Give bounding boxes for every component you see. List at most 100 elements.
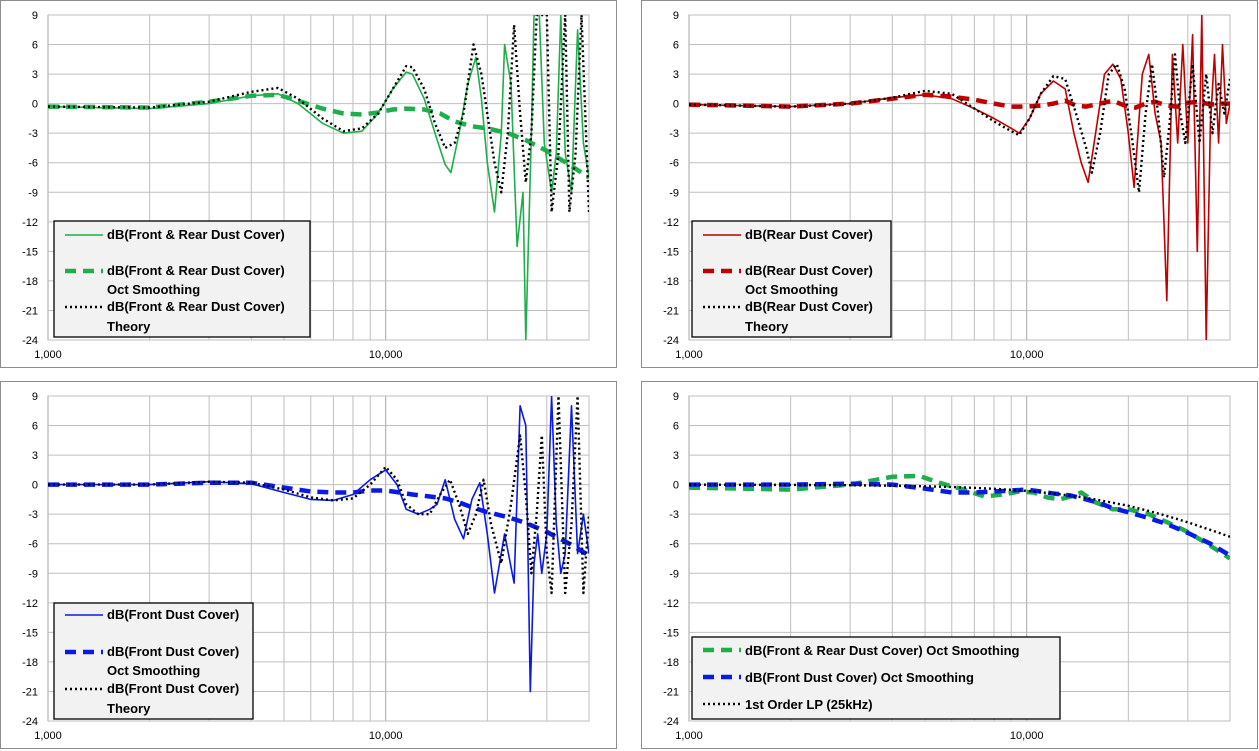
y-tick-label: -12 xyxy=(663,217,679,229)
x-tick-label: 1,000 xyxy=(34,349,62,361)
y-tick-label: -12 xyxy=(663,598,679,610)
legend: dB(Front & Rear Dust Cover) dB(Front & Re… xyxy=(53,220,311,338)
y-tick-label: -9 xyxy=(669,568,679,580)
legend-box xyxy=(53,220,311,338)
x-tick-label: 10,000 xyxy=(1010,730,1044,742)
y-tick-label: -6 xyxy=(28,158,38,170)
legend-label-1: dB(Rear Dust Cover) xyxy=(745,227,873,242)
series-line-2 xyxy=(689,481,1230,558)
y-tick-label: -9 xyxy=(669,187,679,199)
y-tick-label: 3 xyxy=(673,69,679,81)
legend-label-2: dB(Front Dust Cover) xyxy=(107,644,239,659)
series-line-1 xyxy=(48,15,589,340)
y-tick-label: -9 xyxy=(28,187,38,199)
y-tick-label: -3 xyxy=(28,128,38,140)
y-tick-label: 6 xyxy=(673,40,679,52)
y-tick-label: -15 xyxy=(22,246,38,258)
legend-label-1: dB(Front & Rear Dust Cover) xyxy=(107,227,285,242)
y-tick-label: -21 xyxy=(663,305,679,317)
x-tick-label: 1,000 xyxy=(675,730,703,742)
legend: dB(Front Dust Cover) dB(Front Dust Cover)… xyxy=(53,602,254,720)
series-line-3 xyxy=(689,483,1230,538)
y-tick-label: 0 xyxy=(32,99,38,111)
legend: dB(Front & Rear Dust Cover) Oct Smoothin… xyxy=(691,636,1061,720)
y-tick-label: -15 xyxy=(663,246,679,258)
series-group xyxy=(48,396,589,693)
series-line-1 xyxy=(48,396,589,693)
legend-label-2-cont: Oct Smoothing xyxy=(107,282,200,297)
y-tick-label: -21 xyxy=(22,305,38,317)
y-tick-label: -18 xyxy=(663,657,679,669)
chart-panel-rear: 9 6 3 0 -3 -6 -9 -12 -15 -18 -21 -24 1,000 10,000 dB(R… xyxy=(641,0,1258,368)
x-tick-label: 1,000 xyxy=(34,730,62,742)
y-tick-label: -12 xyxy=(22,598,38,610)
legend: dB(Rear Dust Cover) dB(Rear Dust Cover) Oc… xyxy=(691,220,892,338)
x-tick-label: 1,000 xyxy=(675,349,703,361)
legend-label-2: dB(Rear Dust Cover) xyxy=(745,263,873,278)
y-tick-label: -24 xyxy=(663,335,679,347)
chart-svg: 9 6 3 0 -3 -6 -9 -12 -15 -18 -21 -24 1,000 10,000 dB(F… xyxy=(22,10,590,361)
y-tick-label: 3 xyxy=(32,69,38,81)
y-tick-label: -3 xyxy=(669,128,679,140)
y-tick-label: -12 xyxy=(22,217,38,229)
y-tick-label: -3 xyxy=(28,509,38,521)
chart-panel-front-rear: 9 6 3 0 -3 -6 -9 -12 -15 -18 -21 -24 1,000 10,000 dB(F… xyxy=(0,0,617,368)
series-group xyxy=(689,473,1230,561)
legend-label-3: dB(Front Dust Cover) xyxy=(107,681,239,696)
y-tick-label: 0 xyxy=(32,480,38,492)
y-tick-label: -15 xyxy=(22,627,38,639)
y-tick-label: -24 xyxy=(22,335,38,347)
legend-label-2: dB(Front Dust Cover) Oct Smoothing xyxy=(745,670,974,685)
series-line-2 xyxy=(48,92,589,180)
chart-svg: 9 6 3 0 -3 -6 -9 -12 -15 -18 -21 -24 1,000 10,000 dB(F… xyxy=(22,391,590,742)
y-tick-label: 3 xyxy=(673,450,679,462)
y-tick-label: -18 xyxy=(22,276,38,288)
y-tick-label: 6 xyxy=(673,421,679,433)
y-tick-label: -18 xyxy=(663,276,679,288)
y-tick-label: -21 xyxy=(663,686,679,698)
chart-panel-front: 9 6 3 0 -3 -6 -9 -12 -15 -18 -21 -24 1,000 10,000 dB(F… xyxy=(0,381,617,749)
legend-label-3: 1st Order LP (25kHz) xyxy=(745,697,873,712)
legend-label-3: dB(Rear Dust Cover) xyxy=(745,299,873,314)
series-line-2 xyxy=(48,480,589,558)
series-line-1 xyxy=(689,473,1230,561)
y-tick-label: 0 xyxy=(673,99,679,111)
legend-box xyxy=(691,636,1061,720)
y-tick-label: -3 xyxy=(669,509,679,521)
series-group xyxy=(689,15,1230,340)
y-tick-label: -6 xyxy=(669,158,679,170)
y-tick-label: -9 xyxy=(28,568,38,580)
y-tick-label: -21 xyxy=(22,686,38,698)
y-tick-label: 9 xyxy=(673,10,679,22)
legend-label-2: dB(Front & Rear Dust Cover) xyxy=(107,263,285,278)
legend-label-2-cont: Oct Smoothing xyxy=(745,282,838,297)
legend-label-3-cont: Theory xyxy=(107,319,151,334)
legend-box xyxy=(53,602,254,720)
series-group xyxy=(48,15,589,340)
legend-label-1: dB(Front & Rear Dust Cover) Oct Smoothin… xyxy=(745,643,1020,658)
chart-svg: 9 6 3 0 -3 -6 -9 -12 -15 -18 -21 -24 1,000 10,000 dB(R… xyxy=(663,10,1231,361)
y-tick-label: 9 xyxy=(32,391,38,403)
x-tick-label: 10,000 xyxy=(369,730,403,742)
y-tick-label: 6 xyxy=(32,421,38,433)
series-line-3 xyxy=(48,15,589,214)
series-line-3 xyxy=(48,396,589,595)
x-tick-label: 10,000 xyxy=(369,349,403,361)
x-tick-label: 10,000 xyxy=(1010,349,1044,361)
legend-label-3-cont: Theory xyxy=(107,701,151,716)
y-tick-label: -6 xyxy=(28,539,38,551)
legend-label-3-cont: Theory xyxy=(745,319,789,334)
y-tick-label: 3 xyxy=(32,450,38,462)
chart-svg: 9 6 3 0 -3 -6 -9 -12 -15 -18 -21 -24 1,000 10,000 dB(F… xyxy=(663,391,1231,742)
legend-box xyxy=(691,220,892,338)
y-tick-label: -24 xyxy=(663,716,679,728)
y-tick-label: -15 xyxy=(663,627,679,639)
y-tick-label: 9 xyxy=(673,391,679,403)
legend-label-2-cont: Oct Smoothing xyxy=(107,663,200,678)
y-tick-label: -6 xyxy=(669,539,679,551)
legend-label-3: dB(Front & Rear Dust Cover) xyxy=(107,299,285,314)
y-tick-label: -24 xyxy=(22,716,38,728)
y-tick-label: -18 xyxy=(22,657,38,669)
legend-label-1: dB(Front Dust Cover) xyxy=(107,607,239,622)
y-tick-label: 0 xyxy=(673,480,679,492)
